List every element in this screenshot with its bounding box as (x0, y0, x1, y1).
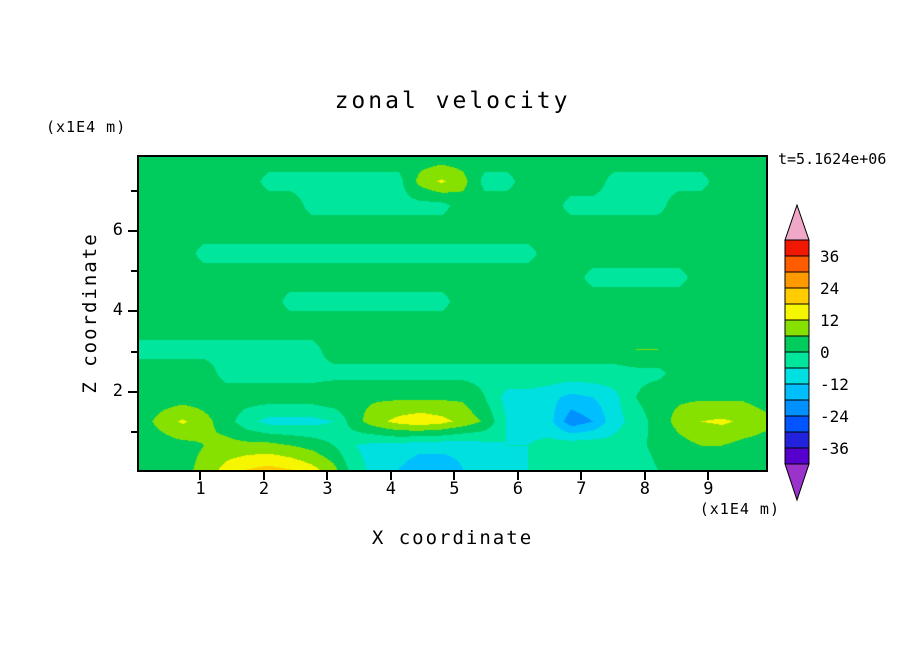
x-tick-label: 9 (703, 479, 714, 499)
colorbar-swatch (784, 255, 810, 273)
z-tick-major (128, 390, 137, 393)
colorbar-swatch (784, 415, 810, 433)
plot-area (137, 155, 768, 472)
colorbar-swatch (784, 399, 810, 417)
colorbar-swatch (784, 431, 810, 449)
x-tick (199, 472, 202, 480)
x-axis-label: X coordinate (371, 527, 534, 549)
x-tick (643, 472, 646, 480)
colorbar-arrow-low (784, 463, 810, 502)
chart-title: zonal velocity (334, 88, 571, 114)
colorbar-swatch (784, 271, 810, 289)
z-tick-label: 2 (112, 380, 123, 401)
colorbar-arrow-high (784, 204, 810, 241)
x-tick (453, 472, 456, 480)
z-axis-units-label: (x1E4 m) (46, 118, 127, 136)
z-tick-minor (131, 270, 137, 273)
z-tick-minor (131, 190, 137, 193)
colorbar-label: 0 (820, 343, 830, 362)
colorbar-swatch (784, 383, 810, 401)
colorbar: 36 24 12 0 -12 -24 -36 (784, 204, 904, 504)
x-tick (580, 472, 583, 480)
colorbar-swatch (784, 287, 810, 305)
z-tick-label: 4 (112, 300, 123, 321)
contour-field-canvas (139, 157, 766, 470)
colorbar-swatch (784, 447, 810, 465)
colorbar-swatch (784, 335, 810, 353)
time-annotation: t=5.1624e+06 (778, 150, 887, 168)
colorbar-swatch (784, 351, 810, 369)
x-tick-label: 8 (639, 479, 650, 499)
x-tick (326, 472, 329, 480)
colorbar-scale (784, 204, 810, 502)
x-tick-label: 5 (449, 479, 460, 499)
colorbar-label: -24 (820, 407, 849, 426)
x-tick (707, 472, 710, 480)
x-tick (516, 472, 519, 480)
colorbar-label: 24 (820, 279, 840, 298)
x-tick-label: 2 (258, 479, 270, 499)
colorbar-label: 36 (820, 247, 840, 266)
z-axis-label: Z coordinate (79, 232, 101, 394)
colorbar-swatch (784, 319, 810, 337)
colorbar-label: 12 (820, 311, 840, 330)
x-tick-label: 6 (512, 479, 523, 499)
x-tick (262, 472, 265, 480)
colorbar-swatch (784, 367, 810, 385)
colorbar-swatch (784, 239, 810, 257)
x-tick-label: 7 (576, 479, 587, 499)
x-tick-label: 1 (195, 479, 206, 499)
colorbar-swatch (784, 303, 810, 321)
z-tick-minor (131, 430, 137, 433)
x-tick-label: 3 (322, 479, 333, 499)
z-tick-label: 6 (112, 220, 123, 241)
x-axis-units-label: (x1E4 m) (699, 500, 780, 518)
colorbar-label: -12 (820, 375, 849, 394)
x-tick-label: 4 (385, 479, 397, 499)
z-tick-major (128, 230, 137, 233)
z-tick-minor (131, 350, 137, 353)
z-tick-major (128, 310, 137, 313)
x-tick (389, 472, 392, 480)
colorbar-label: -36 (820, 439, 849, 458)
